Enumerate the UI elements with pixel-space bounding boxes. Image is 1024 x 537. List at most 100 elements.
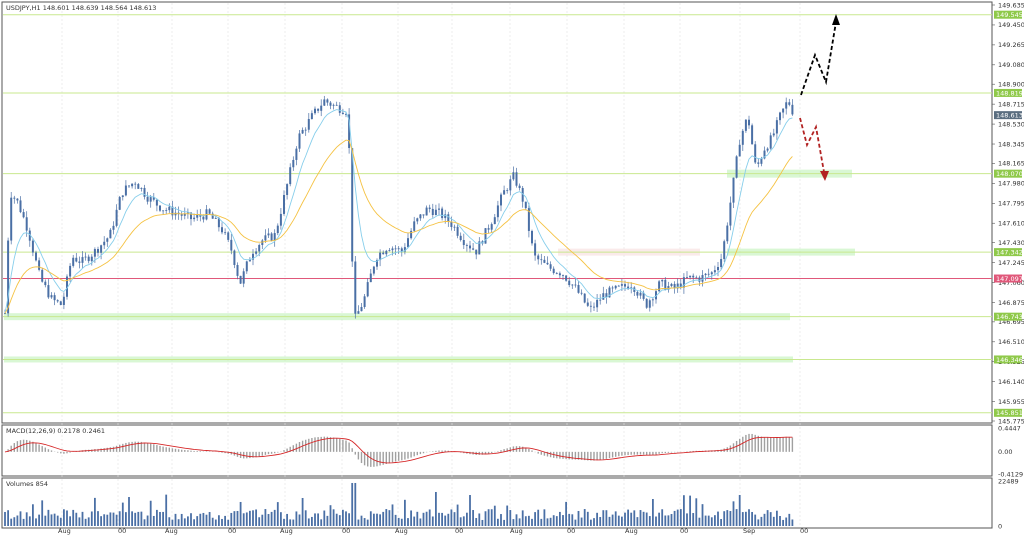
- candle-body: [329, 102, 332, 106]
- candle-body: [261, 240, 264, 246]
- volume-bar: [782, 519, 784, 526]
- candle-body: [692, 275, 695, 278]
- candle-body: [304, 129, 307, 131]
- volume-bar: [121, 502, 124, 526]
- candle-body: [416, 218, 419, 222]
- candle-body: [4, 313, 6, 315]
- volume-bar: [255, 509, 257, 526]
- volume-bar: [636, 517, 639, 526]
- macd-panel[interactable]: [1, 424, 993, 477]
- price-tick-label: 148.900: [998, 81, 1024, 89]
- volume-bar: [586, 511, 589, 526]
- candle-body: [56, 300, 59, 302]
- candle-body: [583, 293, 586, 303]
- candle-body: [270, 233, 273, 241]
- volume-bar: [307, 518, 310, 526]
- volume-bar: [156, 509, 158, 526]
- volume-bar: [205, 514, 208, 526]
- candle-body: [248, 259, 251, 262]
- volume-bar: [329, 505, 332, 526]
- candle-body: [103, 241, 106, 246]
- volume-bar: [47, 509, 50, 526]
- candle-body: [221, 227, 223, 233]
- candle-body: [738, 144, 741, 157]
- candle-body: [766, 148, 769, 151]
- volume-bars: 22489 0: [4, 477, 1019, 530]
- volume-bar: [214, 519, 217, 526]
- candle-body: [301, 129, 304, 134]
- candle-body: [397, 248, 400, 250]
- candle-body: [307, 119, 310, 130]
- volume-bar: [568, 513, 571, 526]
- volume-bar: [72, 509, 75, 526]
- time-label: Sep: [743, 527, 755, 535]
- candle-body: [38, 260, 41, 270]
- volume-bar: [766, 510, 769, 526]
- volume-bar: [118, 511, 121, 526]
- candle-body: [109, 229, 112, 239]
- volume-bar: [87, 517, 90, 526]
- volume-bar: [559, 511, 561, 526]
- volume-bar: [655, 516, 657, 526]
- candle-body: [320, 105, 323, 111]
- candle-body: [276, 225, 279, 234]
- volume-bar: [667, 515, 670, 526]
- price-tick-label: 146.510: [998, 338, 1024, 346]
- candle-body: [717, 267, 719, 271]
- volume-bar: [249, 510, 251, 526]
- volume-bar: [779, 515, 781, 526]
- volume-bar: [304, 510, 307, 526]
- time-label: Aug: [395, 527, 408, 535]
- candle-body: [729, 202, 732, 226]
- volume-bar: [528, 515, 530, 526]
- candle-body: [661, 279, 664, 282]
- price-tick-label: 149.635: [998, 1, 1024, 9]
- volume-bar: [540, 518, 543, 526]
- volume-bar: [320, 519, 323, 526]
- candle-body: [360, 306, 363, 312]
- volume-bar: [317, 513, 319, 526]
- volume-bar: [738, 494, 741, 526]
- candle-body: [193, 217, 196, 220]
- candle-body: [382, 252, 385, 255]
- candle-body: [611, 287, 614, 289]
- volume-bar: [354, 482, 357, 526]
- volume-bar: [506, 505, 509, 526]
- candle-body: [624, 284, 626, 287]
- candle-body: [190, 212, 192, 220]
- candle-body: [558, 273, 561, 276]
- volume-bar: [593, 518, 595, 526]
- volume-bar: [115, 514, 118, 526]
- price-axis: 149.635 149.450 149.265 149.080 148.900 148.7…: [992, 1, 1024, 425]
- volume-bar: [224, 515, 226, 526]
- volume-bar: [543, 509, 546, 526]
- volume-bar: [208, 512, 211, 526]
- volume-bar: [487, 509, 490, 526]
- candle-body: [620, 284, 623, 286]
- candle-body: [540, 259, 543, 261]
- volume-bar: [332, 509, 335, 526]
- candle-body: [379, 252, 382, 261]
- price-tick-label: 147.060: [998, 279, 1024, 287]
- candle-body: [453, 226, 456, 228]
- volume-bar: [323, 510, 326, 526]
- candle-body: [140, 187, 143, 189]
- volume-bar: [661, 509, 664, 526]
- candle-body: [465, 245, 468, 246]
- volume-bar: [397, 517, 400, 526]
- volume-bar: [56, 515, 59, 526]
- volume-bar: [772, 516, 775, 526]
- volume-bar: [125, 512, 127, 526]
- candle-body: [7, 240, 10, 314]
- candle-body: [100, 245, 103, 253]
- volume-bar: [521, 510, 524, 526]
- volume-bar: [769, 512, 772, 526]
- volume-bar: [41, 500, 44, 526]
- candle-body: [41, 269, 44, 282]
- volume-bar: [345, 511, 347, 526]
- volume-bar: [59, 517, 62, 526]
- candle-body: [314, 108, 316, 114]
- volume-bar: [469, 495, 471, 526]
- volume-bar: [190, 513, 192, 526]
